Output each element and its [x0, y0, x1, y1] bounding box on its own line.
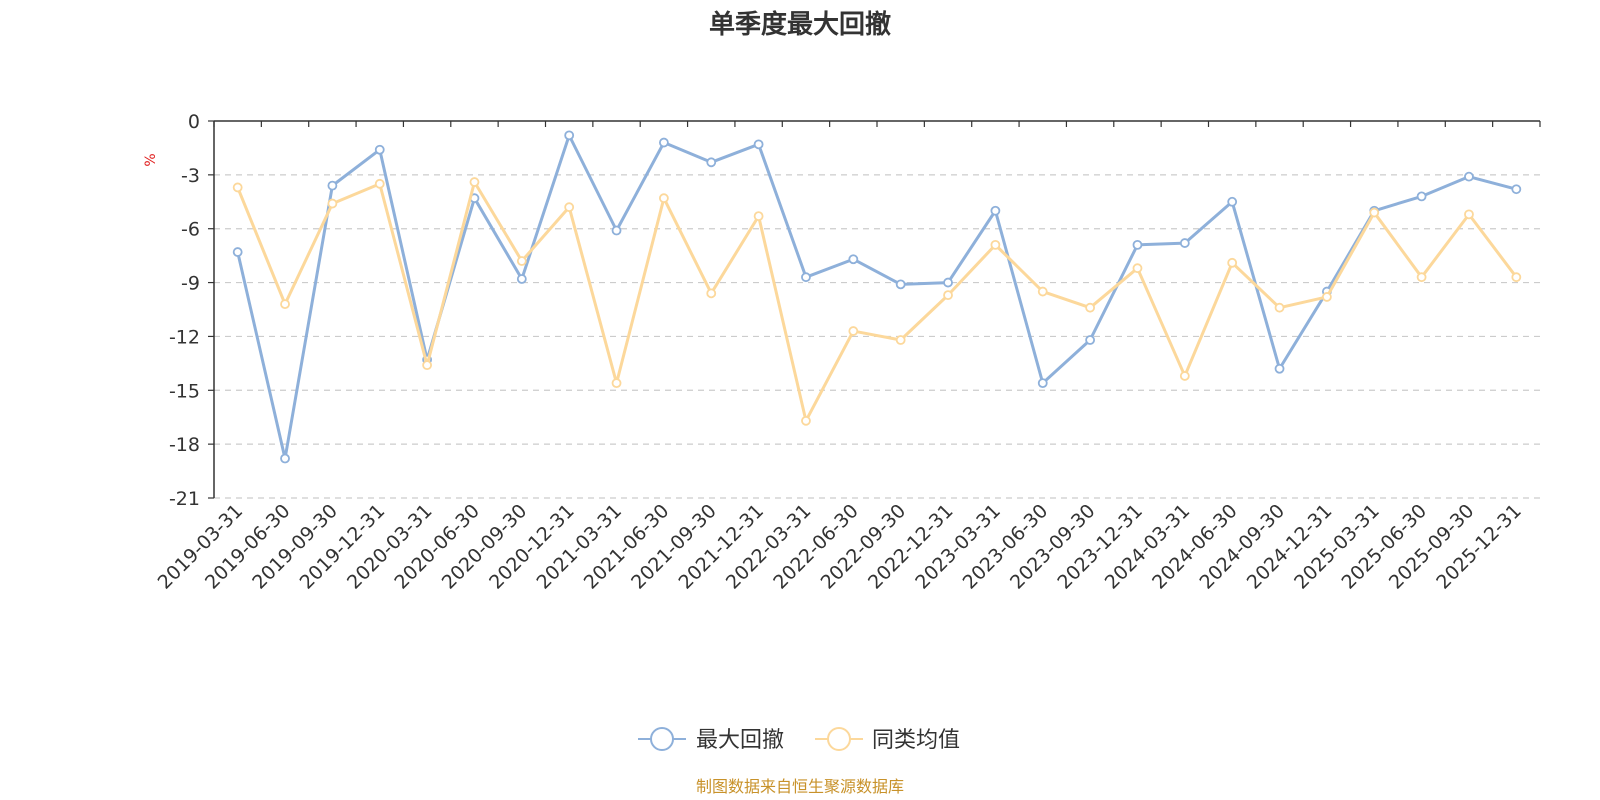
data-point — [1179, 238, 1190, 248]
data-point — [895, 335, 906, 345]
y-tick-label: 0 — [188, 111, 200, 133]
data-point — [658, 137, 669, 148]
data-point — [1416, 272, 1427, 283]
data-point — [611, 378, 622, 389]
legend-item-2[interactable]: 同类均值 — [815, 727, 960, 753]
data-point — [1132, 239, 1143, 250]
data-point — [706, 288, 717, 299]
data-point — [1037, 286, 1048, 297]
data-point — [1274, 302, 1285, 313]
data-point — [801, 272, 811, 283]
data-point — [1227, 196, 1238, 207]
data-point — [1132, 263, 1143, 274]
series-2 — [232, 177, 1522, 426]
data-point — [232, 182, 243, 193]
legend-circle-icon — [827, 727, 851, 751]
data-point — [327, 180, 338, 191]
data-point — [327, 198, 338, 209]
y-axis-unit: % — [143, 153, 159, 166]
data-point — [280, 453, 290, 464]
data-point — [1511, 184, 1522, 195]
data-point — [943, 290, 953, 301]
data-point — [1037, 378, 1048, 389]
data-point — [1085, 335, 1096, 345]
data-point — [1227, 257, 1238, 268]
data-point — [706, 157, 717, 168]
data-point — [753, 139, 764, 150]
data-point — [848, 326, 859, 336]
data-point — [1085, 302, 1096, 313]
data-point — [516, 274, 527, 284]
y-tick-label: -9 — [181, 273, 200, 295]
y-tick-label: -21 — [169, 488, 200, 510]
data-point — [1274, 363, 1285, 374]
legend-circle-icon — [650, 727, 674, 751]
data-point — [990, 205, 1001, 216]
y-tick-label: -18 — [169, 434, 200, 456]
data-point — [1179, 371, 1190, 381]
data-point — [564, 130, 575, 141]
data-point — [1369, 207, 1380, 218]
data-point — [1321, 292, 1332, 302]
data-point — [1511, 272, 1522, 283]
y-tick-label: -3 — [181, 165, 200, 187]
data-point — [658, 193, 669, 204]
legend-item-1[interactable]: 最大回撤 — [638, 727, 784, 753]
legend[interactable]: 最大回撤 同类均值 — [638, 727, 960, 753]
data-point — [611, 225, 622, 236]
y-tick-label: -15 — [169, 380, 200, 402]
data-point — [564, 202, 575, 213]
data-point — [801, 415, 811, 426]
data-point — [990, 239, 1001, 250]
legend-label: 同类均值 — [872, 728, 960, 753]
y-tick-label: -6 — [181, 219, 200, 241]
chart-title: 单季度最大回撤 — [709, 9, 891, 40]
source-note: 制图数据来自恒生聚源数据库 — [696, 777, 904, 796]
y-tick-label: -12 — [169, 326, 200, 348]
data-point — [1464, 209, 1474, 220]
data-point — [422, 360, 433, 371]
legend-label: 最大回撤 — [696, 728, 784, 753]
data-point — [280, 299, 290, 310]
data-point — [1464, 171, 1474, 182]
data-point — [753, 211, 764, 222]
data-point — [469, 177, 480, 187]
series-line — [236, 180, 1518, 423]
data-point — [895, 279, 906, 290]
data-point — [943, 277, 953, 288]
data-point — [516, 256, 527, 266]
data-point — [1416, 191, 1427, 202]
data-point — [232, 247, 243, 257]
data-point — [848, 254, 859, 265]
series-lines — [232, 130, 1522, 464]
data-point — [374, 178, 385, 189]
data-point — [374, 144, 385, 155]
axes: 0-3-6-9-12-15-18-212019-03-312019-06-302… — [154, 111, 1541, 594]
